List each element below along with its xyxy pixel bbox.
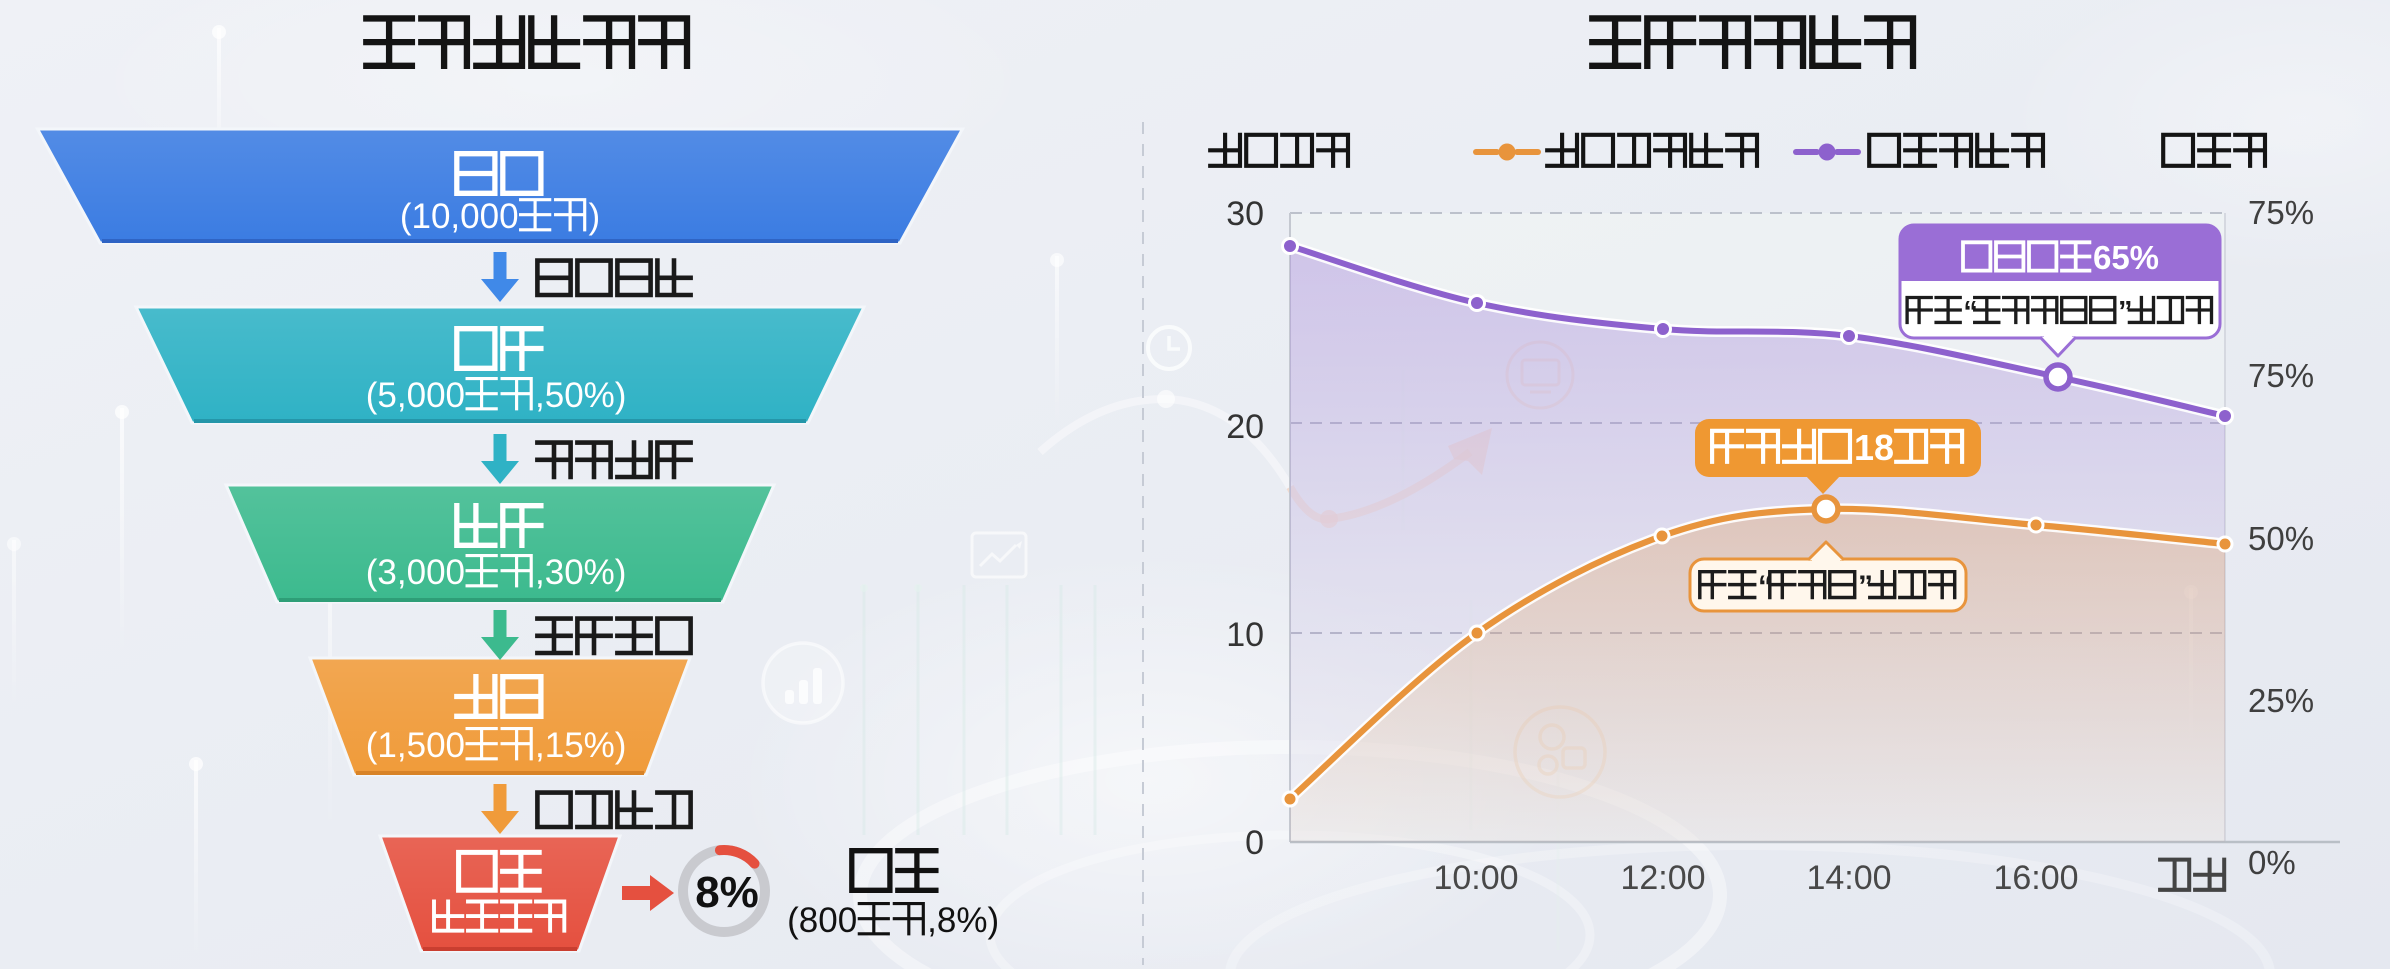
svg-text:(10,000: (10,000	[400, 197, 519, 236]
svg-text:8%: 8%	[695, 868, 759, 917]
svg-text:0%: 0%	[2248, 844, 2296, 881]
svg-text:0: 0	[1245, 824, 1264, 862]
svg-text:20: 20	[1226, 408, 1264, 446]
svg-text:50%: 50%	[2248, 520, 2314, 557]
svg-text:,15%): ,15%)	[535, 726, 626, 765]
svg-text:,30%): ,30%)	[535, 553, 626, 592]
svg-text:65%: 65%	[2093, 239, 2159, 276]
svg-text:”: ”	[2118, 296, 2133, 328]
svg-text:18: 18	[1854, 427, 1894, 468]
svg-text:12:00: 12:00	[1620, 859, 1705, 897]
svg-text:“: “	[1963, 296, 1978, 328]
svg-text:(3,000: (3,000	[366, 553, 465, 592]
svg-text:14:00: 14:00	[1806, 859, 1891, 897]
svg-text:25%: 25%	[2248, 682, 2314, 719]
svg-text:,50%): ,50%)	[535, 376, 626, 415]
svg-text:): )	[589, 197, 601, 236]
svg-text:30: 30	[1226, 195, 1264, 233]
svg-text:(800: (800	[787, 901, 857, 940]
svg-text:”: ”	[1858, 570, 1873, 603]
svg-text:16:00: 16:00	[1993, 859, 2078, 897]
svg-text:10:00: 10:00	[1433, 859, 1518, 897]
svg-text:(1,500: (1,500	[366, 726, 465, 765]
svg-text:75%: 75%	[2248, 357, 2314, 394]
svg-text:(5,000: (5,000	[366, 376, 465, 415]
svg-text:75%: 75%	[2248, 194, 2314, 231]
svg-text:10: 10	[1226, 616, 1264, 654]
svg-text:,8%): ,8%)	[927, 901, 999, 940]
